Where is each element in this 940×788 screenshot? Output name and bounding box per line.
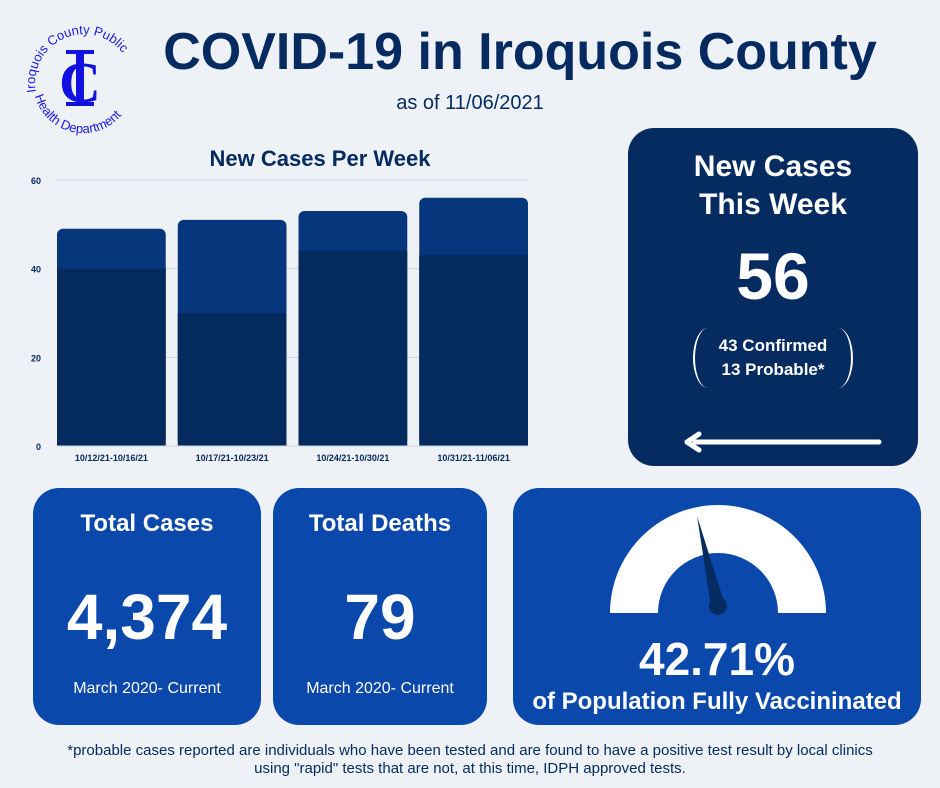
page-title: COVID-19 in Iroquois County — [163, 23, 877, 81]
gauge-arc — [610, 505, 826, 613]
y-tick-label: 0 — [36, 442, 41, 452]
bar-confirmed — [298, 250, 408, 446]
bar-confirmed — [419, 255, 528, 446]
new-cases-this-week-card: New Cases This Week 56 43 Confirmed 13 P… — [628, 128, 918, 466]
total-cases-value: 4,374 — [66, 581, 228, 653]
total-deaths-value: 79 — [344, 581, 416, 653]
total-deaths-title: Total Deaths — [308, 510, 452, 537]
x-tick-label: 10/17/21-10/23/21 — [196, 453, 269, 463]
y-tick-label: 20 — [31, 353, 41, 363]
total-cases-period: March 2020- Current — [73, 680, 221, 697]
total-deaths-period: March 2020- Current — [306, 680, 454, 697]
total-cases-title: Total Cases — [80, 510, 214, 537]
vaccination-card: 42.71% of Population Fully Vaccininated — [513, 488, 921, 725]
card-title-line1: New Cases — [693, 150, 853, 183]
confirmed-count: 43 Confirmed — [718, 336, 828, 355]
x-tick-label: 10/31/21-11/06/21 — [437, 453, 510, 463]
y-tick-label: 60 — [31, 176, 41, 186]
chart-title: New Cases Per Week — [209, 146, 431, 171]
vaccination-gauge — [610, 505, 826, 615]
footnote: *probable cases reported are individuals… — [67, 742, 873, 777]
total-cases-card: Total Cases 4,374 March 2020- Current — [33, 488, 261, 725]
x-tick-label: 10/12/21-10/16/21 — [75, 453, 148, 463]
card-title-line2: This Week — [699, 188, 847, 221]
vaccination-label: of Population Fully Vaccininated — [532, 688, 902, 715]
arrow-left-icon — [684, 431, 882, 453]
y-tick-label: 40 — [31, 265, 41, 275]
vaccination-percent: 42.71% — [638, 633, 795, 685]
total-deaths-card: Total Deaths 79 March 2020- Current — [273, 488, 487, 725]
bar-confirmed — [177, 313, 287, 446]
probable-count: 13 Probable* — [721, 360, 825, 379]
new-cases-bar-chart: 0 20 40 60 10/12/21-10/16/21 10/17/21-10/23/2… — [31, 176, 528, 463]
bar-confirmed — [57, 268, 166, 446]
new-cases-value: 56 — [736, 239, 810, 313]
as-of-date: as of 11/06/2021 — [396, 92, 544, 114]
x-tick-label: 10/24/21-10/30/21 — [316, 453, 389, 463]
health-department-logo: Iroquois County Public Health Department… — [23, 22, 132, 136]
gauge-needle — [697, 516, 727, 615]
